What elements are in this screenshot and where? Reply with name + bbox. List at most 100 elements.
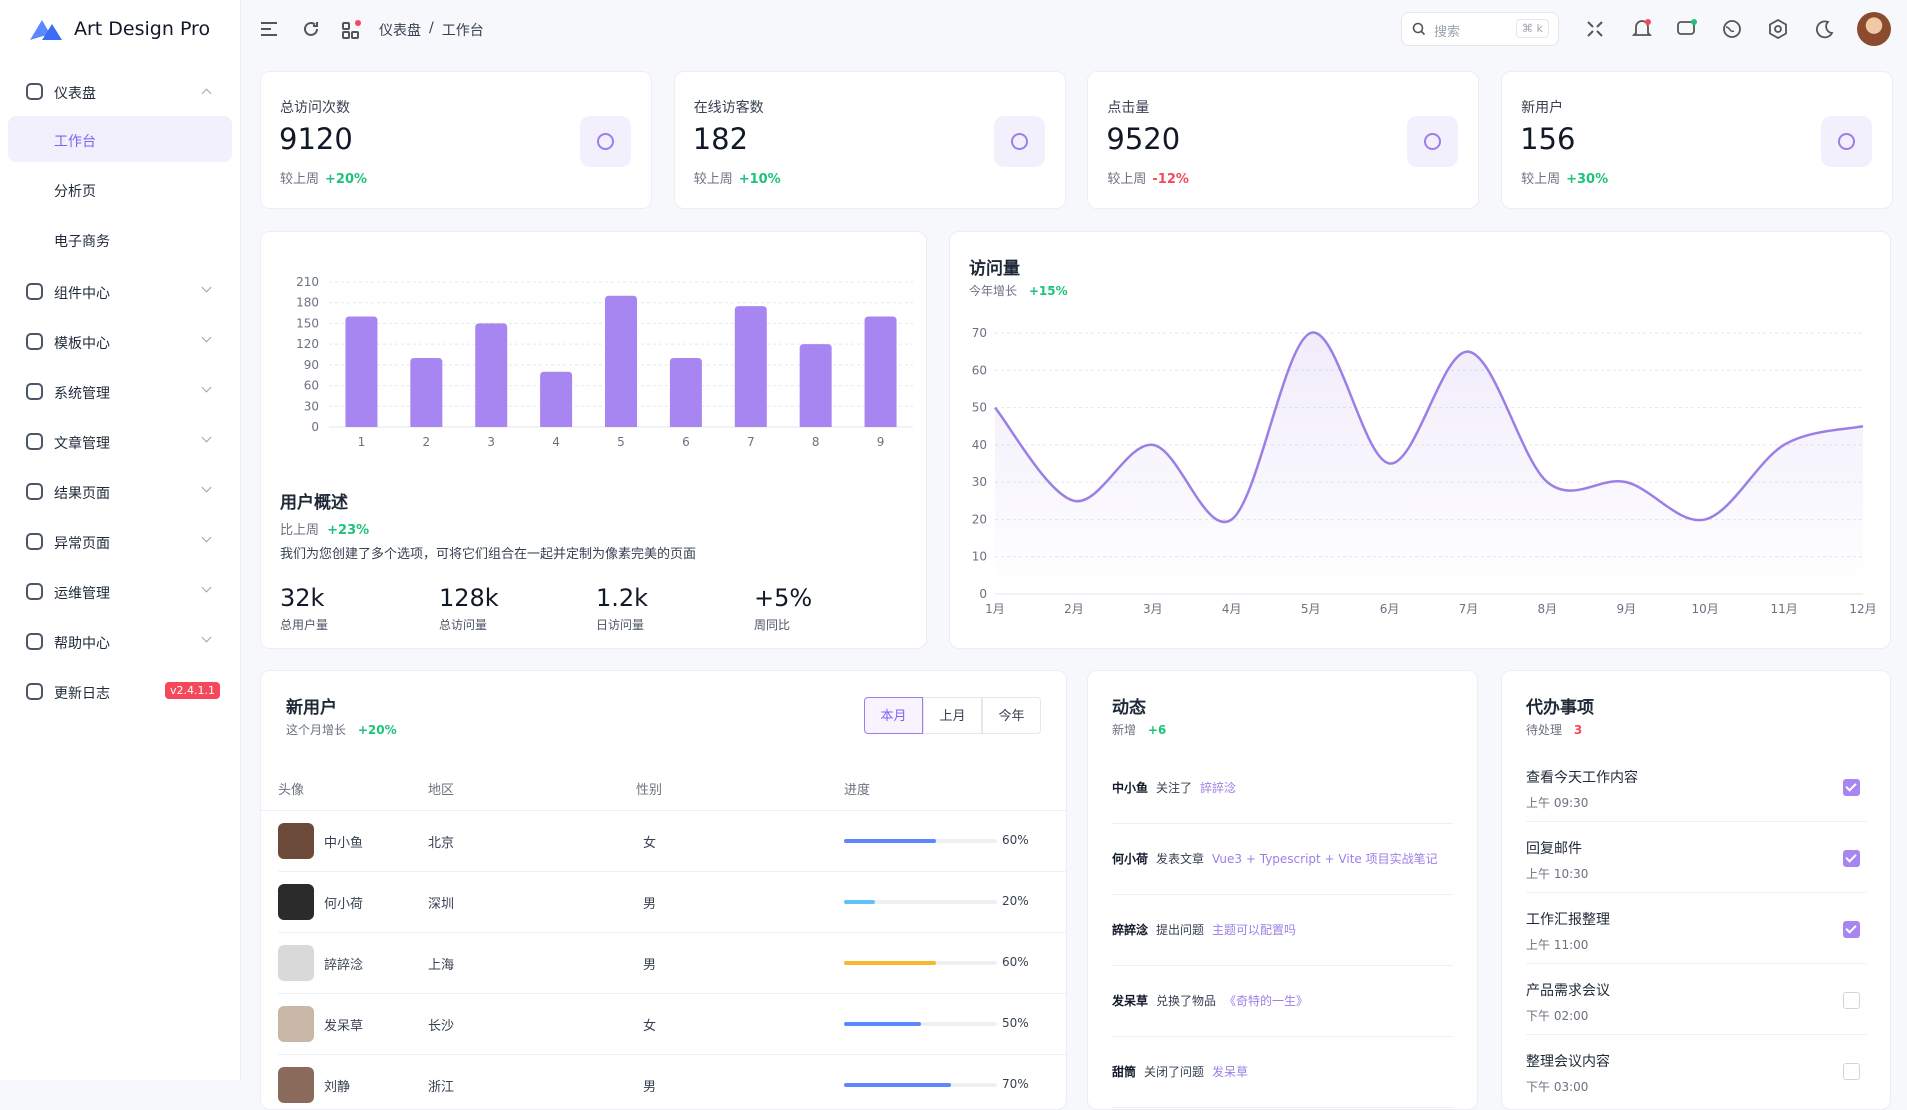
todo-divider xyxy=(1526,963,1867,964)
todo-checkbox[interactable] xyxy=(1843,850,1860,867)
menu-icon xyxy=(26,683,43,700)
todo-checkbox[interactable] xyxy=(1843,779,1860,796)
menu-item[interactable]: 异常页面 xyxy=(8,520,232,564)
x-tick-label: 4 xyxy=(552,435,560,449)
refresh-button[interactable] xyxy=(301,19,321,39)
submenu-item[interactable]: 工作台 xyxy=(8,116,232,162)
menu-arrow xyxy=(201,282,212,293)
stat-title: 在线访客数 xyxy=(693,100,764,116)
breadcrumb-item[interactable]: 仪表盘 xyxy=(379,23,421,39)
fullscreen-button[interactable] xyxy=(1585,19,1605,39)
metric-label: 周同比 xyxy=(754,618,791,632)
logo xyxy=(30,20,62,40)
compare-label: 较上周 xyxy=(1521,172,1561,187)
activity-subtitle: 新增 +6 xyxy=(1112,721,1166,738)
user-avatar[interactable] xyxy=(1857,12,1891,46)
menu-arrow xyxy=(201,332,212,343)
menu-item[interactable]: 结果页面 xyxy=(8,470,232,514)
menu-label: 仪表盘 xyxy=(54,86,96,102)
activity-target[interactable]: 主题可以配置吗 xyxy=(1212,923,1297,937)
activity-item: 中小鱼 关注了 誶誶淰 xyxy=(1112,779,1452,796)
menu-item[interactable]: 组件中心 xyxy=(8,270,232,314)
activity-target[interactable]: Vue3 + Typescript + Vite 项目实战笔记 xyxy=(1212,852,1438,866)
bar xyxy=(799,344,832,427)
menu-item[interactable]: 仪表盘 xyxy=(8,70,232,114)
stat-value: 9120 xyxy=(279,122,353,156)
todo-time: 上午 09:30 xyxy=(1526,796,1589,810)
tab[interactable]: 今年 xyxy=(982,697,1041,734)
progress-bar xyxy=(844,839,936,843)
stat-compare: 较上周 -12% xyxy=(1107,168,1189,187)
region: 上海 xyxy=(428,958,455,973)
x-tick-label: 2 xyxy=(423,435,431,449)
tab[interactable]: 上月 xyxy=(923,697,982,734)
bar xyxy=(864,316,897,427)
theme-button[interactable] xyxy=(1814,19,1834,39)
gender: 男 xyxy=(643,958,657,973)
y-tick-label: 90 xyxy=(304,358,319,372)
subtitle: 待处理 xyxy=(1526,723,1563,737)
notification-button[interactable] xyxy=(1631,18,1653,40)
count: 3 xyxy=(1573,723,1583,737)
menu-item[interactable]: 系统管理 xyxy=(8,370,232,414)
menu-item[interactable]: 更新日志 v2.4.1.1 xyxy=(8,670,232,714)
header: 仪表盘 / 工作台 搜索 ⌘ k xyxy=(241,0,1907,58)
todo-checkbox[interactable] xyxy=(1843,921,1860,938)
tab[interactable]: 本月 xyxy=(864,697,923,734)
activity-divider xyxy=(1112,965,1453,966)
menu-item[interactable]: 运维管理 xyxy=(8,570,232,614)
submenu-label: 电子商务 xyxy=(54,234,110,250)
menu-icon xyxy=(26,383,43,400)
region: 深圳 xyxy=(428,897,455,912)
apps-button[interactable] xyxy=(341,19,363,41)
y-tick-label: 30 xyxy=(304,399,319,413)
todo-time: 上午 10:30 xyxy=(1526,867,1589,881)
x-tick-label: 6 xyxy=(682,435,690,449)
activity-target[interactable]: 《奇特的一生》 xyxy=(1224,994,1309,1008)
y-tick-label: 50 xyxy=(972,401,987,415)
bar-chart: 0 30 60 90 120 150 180 210 1 2 3 4 5 6 7 8 9 xyxy=(296,275,913,449)
language-button[interactable] xyxy=(1722,19,1742,39)
menu-icon xyxy=(26,83,43,100)
overview-description: 我们为您创建了多个选项，可将它们组合在一起并定制为像素完美的页面 xyxy=(280,547,697,562)
x-tick-label: 1 xyxy=(358,435,366,449)
menu-label: 系统管理 xyxy=(54,386,110,402)
settings-button[interactable] xyxy=(1768,19,1788,39)
submenu-item[interactable]: 分析页 xyxy=(8,166,232,212)
search-box[interactable]: 搜索 ⌘ k xyxy=(1401,12,1559,46)
compare-label: 这个月增长 xyxy=(286,723,347,737)
submenu-item[interactable]: 电子商务 xyxy=(8,216,232,262)
todo-checkbox[interactable] xyxy=(1843,1063,1860,1080)
stat-compare: 较上周 +10% xyxy=(694,168,781,187)
activity-target[interactable]: 发呆草 xyxy=(1212,1065,1249,1079)
region: 长沙 xyxy=(428,1019,455,1034)
stat-card: 新用户 156 较上周 +30% xyxy=(1501,71,1894,209)
menu-item[interactable]: 模板中心 xyxy=(8,320,232,364)
todo-checkbox[interactable] xyxy=(1843,992,1860,1009)
todo-time: 下午 03:00 xyxy=(1526,1080,1589,1094)
bar xyxy=(605,295,637,427)
todo-time: 上午 11:00 xyxy=(1526,938,1589,952)
y-tick-label: 60 xyxy=(304,379,319,393)
icon-glyph xyxy=(1010,133,1028,150)
user-name: 刘静 xyxy=(324,1080,351,1095)
menu-toggle[interactable] xyxy=(259,20,279,38)
menu-item[interactable]: 帮助中心 xyxy=(8,620,232,664)
metric-label: 日访问量 xyxy=(596,618,645,632)
stat-value: 182 xyxy=(692,122,749,156)
menu-label: 异常页面 xyxy=(54,536,110,552)
activity-target[interactable]: 誶誶淰 xyxy=(1200,781,1237,795)
breadcrumb-item[interactable]: 工作台 xyxy=(441,23,484,39)
stat-title: 点击量 xyxy=(1107,100,1150,116)
menu-label: 文章管理 xyxy=(54,436,110,452)
stat-icon xyxy=(1407,116,1459,167)
stat-card: 在线访客数 182 较上周 +10% xyxy=(673,71,1066,209)
stat-icon xyxy=(1821,116,1873,167)
todo-divider xyxy=(1526,892,1867,893)
avatar xyxy=(278,884,314,920)
chat-button[interactable] xyxy=(1676,18,1698,40)
menu-item[interactable]: 文章管理 xyxy=(8,420,232,464)
avatar xyxy=(278,1067,314,1103)
menu-arrow xyxy=(201,482,212,493)
metric-label: 总访问量 xyxy=(439,618,488,632)
